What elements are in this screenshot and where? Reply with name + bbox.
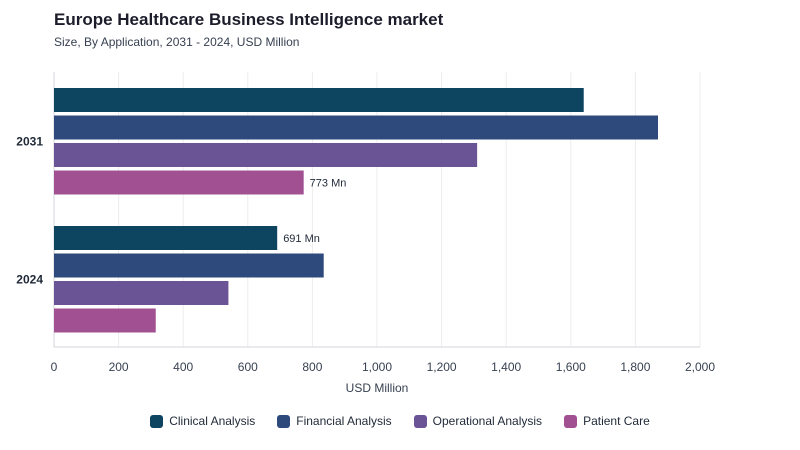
category-label: 2031: [16, 134, 43, 148]
x-tick-label: 800: [302, 360, 322, 374]
legend-item[interactable]: Financial Analysis: [277, 414, 392, 428]
legend-item[interactable]: Patient Care: [564, 414, 650, 428]
category-label: 2024: [16, 272, 43, 286]
bar: [54, 308, 156, 333]
bar: [54, 226, 278, 250]
x-tick-label: 0: [51, 360, 58, 374]
bar: [54, 143, 478, 167]
legend-label: Operational Analysis: [432, 414, 543, 428]
x-tick-label: 1,200: [427, 360, 457, 374]
x-tick-label: 1,400: [491, 360, 521, 374]
data-label: 773 Mn: [310, 178, 347, 190]
x-tick-label: 1,000: [362, 360, 392, 374]
bar: [54, 115, 659, 140]
x-tick-labels: 0 200 400 600 800 1,000 1,200 1,400 1,600 1,800 2,…: [51, 360, 716, 374]
legend-label: Financial Analysis: [296, 414, 392, 428]
grid-lines: [53, 72, 701, 348]
data-label: 691 Mn: [283, 233, 320, 245]
legend: Clinical Analysis Financial Analysis Opera…: [0, 414, 800, 428]
x-tick-label: 1,800: [620, 360, 650, 374]
chart-title: Europe Healthcare Business Intelligence …: [54, 10, 444, 29]
legend-swatch: [277, 414, 291, 428]
x-axis-label: USD Million: [346, 381, 409, 395]
bar-chart: 773 Mn 691 Mn 2031 2024 0 200 400 600 800 1,000…: [16, 72, 716, 395]
bar: [54, 281, 229, 305]
chart-subtitle: Size, By Application, 2031 - 2024, USD M…: [54, 35, 300, 49]
legend-swatch: [413, 414, 427, 428]
bar: [54, 88, 584, 112]
legend-swatch: [150, 414, 164, 428]
x-tick-label: 2,000: [685, 360, 715, 374]
x-tick-label: 400: [173, 360, 193, 374]
legend-item[interactable]: Operational Analysis: [413, 414, 543, 428]
x-tick-label: 200: [109, 360, 129, 374]
data-labels: 773 Mn 691 Mn: [283, 178, 346, 246]
bar: [54, 170, 304, 195]
bars: [54, 88, 659, 333]
x-tick-label: 1,600: [556, 360, 586, 374]
bar: [54, 253, 324, 278]
legend-label: Clinical Analysis: [169, 414, 256, 428]
legend-swatch: [564, 414, 578, 428]
legend-item[interactable]: Clinical Analysis: [150, 414, 255, 428]
category-labels: 2031 2024: [16, 134, 43, 286]
legend-label: Patient Care: [583, 414, 650, 428]
x-tick-label: 600: [238, 360, 258, 374]
